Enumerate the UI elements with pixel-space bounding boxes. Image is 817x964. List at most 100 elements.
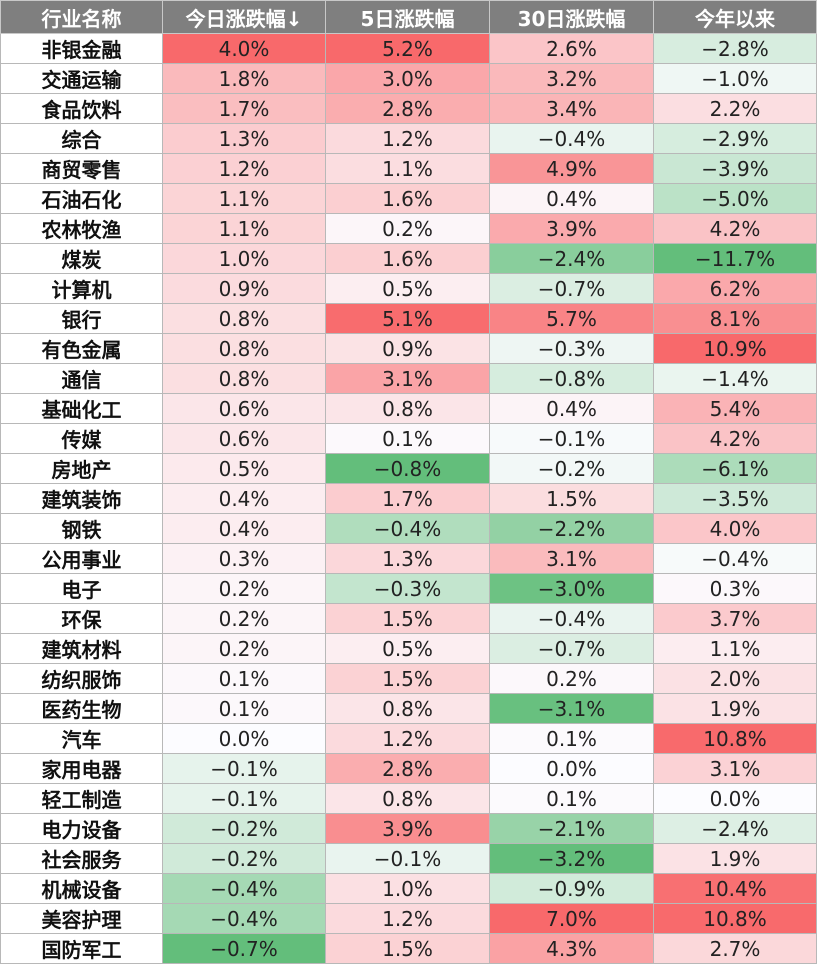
today-change-cell: 0.8% [162, 333, 326, 364]
industry-name-cell: 家用电器 [0, 753, 163, 784]
table-row: 农林牧渔 1.1% 0.2% 3.9% 4.2% [0, 213, 817, 244]
today-change-cell: 1.0% [162, 243, 326, 274]
header-5day-change[interactable]: 5日涨跌幅 [325, 0, 490, 34]
table-row: 食品饮料 1.7% 2.8% 3.4% 2.2% [0, 93, 817, 124]
5day-change-cell: −0.3% [325, 573, 490, 604]
table-row: 社会服务 −0.2% −0.1% −3.2% 1.9% [0, 843, 817, 874]
ytd-change-cell: −1.4% [653, 363, 817, 394]
30day-change-cell: −2.2% [489, 513, 654, 544]
table-row: 房地产 0.5% −0.8% −0.2% −6.1% [0, 453, 817, 484]
30day-change-cell: 0.0% [489, 753, 654, 784]
today-change-cell: 0.1% [162, 693, 326, 724]
ytd-change-cell: 1.9% [653, 843, 817, 874]
ytd-change-cell: 2.7% [653, 933, 817, 964]
30day-change-cell: 0.1% [489, 723, 654, 754]
30day-change-cell: 1.5% [489, 483, 654, 514]
industry-name-cell: 医药生物 [0, 693, 163, 724]
industry-name-cell: 综合 [0, 123, 163, 154]
header-today-change[interactable]: 今日涨跌幅↓ [162, 0, 326, 34]
table-row: 商贸零售 1.2% 1.1% 4.9% −3.9% [0, 153, 817, 184]
30day-change-cell: −0.4% [489, 123, 654, 154]
table-row: 机械设备 −0.4% 1.0% −0.9% 10.4% [0, 873, 817, 904]
ytd-change-cell: −3.9% [653, 153, 817, 184]
30day-change-cell: 0.1% [489, 783, 654, 814]
ytd-change-cell: 1.1% [653, 633, 817, 664]
ytd-change-cell: 0.3% [653, 573, 817, 604]
30day-change-cell: −2.4% [489, 243, 654, 274]
today-change-cell: 0.1% [162, 663, 326, 694]
ytd-change-cell: 5.4% [653, 393, 817, 424]
30day-change-cell: 3.1% [489, 543, 654, 574]
today-change-cell: −0.1% [162, 783, 326, 814]
ytd-change-cell: −11.7% [653, 243, 817, 274]
today-change-cell: 1.7% [162, 93, 326, 124]
table-row: 交通运输 1.8% 3.0% 3.2% −1.0% [0, 63, 817, 94]
table-body: 非银金融 4.0% 5.2% 2.6% −2.8% 交通运输 1.8% 3.0% 3.2% −1.… [0, 33, 817, 964]
30day-change-cell: 0.2% [489, 663, 654, 694]
ytd-change-cell: 10.8% [653, 723, 817, 754]
5day-change-cell: 1.7% [325, 483, 490, 514]
header-row: 行业名称 今日涨跌幅↓ 5日涨跌幅 30日涨跌幅 今年以来 [0, 0, 817, 34]
30day-change-cell: 5.7% [489, 303, 654, 334]
ytd-change-cell: 6.2% [653, 273, 817, 304]
5day-change-cell: 5.2% [325, 33, 490, 64]
today-change-cell: 0.2% [162, 633, 326, 664]
table-row: 非银金融 4.0% 5.2% 2.6% −2.8% [0, 33, 817, 64]
30day-change-cell: 4.3% [489, 933, 654, 964]
ytd-change-cell: −2.4% [653, 813, 817, 844]
today-change-cell: 0.5% [162, 453, 326, 484]
industry-name-cell: 传媒 [0, 423, 163, 454]
today-change-cell: 0.2% [162, 573, 326, 604]
table-row: 有色金属 0.8% 0.9% −0.3% 10.9% [0, 333, 817, 364]
30day-change-cell: −2.1% [489, 813, 654, 844]
5day-change-cell: 1.5% [325, 933, 490, 964]
today-change-cell: 0.8% [162, 303, 326, 334]
industry-name-cell: 电子 [0, 573, 163, 604]
ytd-change-cell: 3.1% [653, 753, 817, 784]
industry-name-cell: 轻工制造 [0, 783, 163, 814]
industry-name-cell: 银行 [0, 303, 163, 334]
5day-change-cell: 2.8% [325, 753, 490, 784]
ytd-change-cell: 2.0% [653, 663, 817, 694]
industry-name-cell: 房地产 [0, 453, 163, 484]
today-change-cell: 0.3% [162, 543, 326, 574]
table-row: 电力设备 −0.2% 3.9% −2.1% −2.4% [0, 813, 817, 844]
5day-change-cell: 0.5% [325, 633, 490, 664]
5day-change-cell: 1.2% [325, 903, 490, 934]
industry-name-cell: 煤炭 [0, 243, 163, 274]
header-industry-name: 行业名称 [0, 0, 163, 34]
today-change-cell: 4.0% [162, 33, 326, 64]
5day-change-cell: 0.9% [325, 333, 490, 364]
header-30day-change[interactable]: 30日涨跌幅 [489, 0, 654, 34]
30day-change-cell: 4.9% [489, 153, 654, 184]
industry-name-cell: 非银金融 [0, 33, 163, 64]
5day-change-cell: 5.1% [325, 303, 490, 334]
today-change-cell: 0.4% [162, 513, 326, 544]
industry-name-cell: 机械设备 [0, 873, 163, 904]
today-change-cell: −0.4% [162, 873, 326, 904]
30day-change-cell: −3.0% [489, 573, 654, 604]
table-row: 钢铁 0.4% −0.4% −2.2% 4.0% [0, 513, 817, 544]
30day-change-cell: 3.2% [489, 63, 654, 94]
today-change-cell: 0.6% [162, 393, 326, 424]
table-row: 美容护理 −0.4% 1.2% 7.0% 10.8% [0, 903, 817, 934]
5day-change-cell: −0.4% [325, 513, 490, 544]
table-row: 轻工制造 −0.1% 0.8% 0.1% 0.0% [0, 783, 817, 814]
industry-name-cell: 食品饮料 [0, 93, 163, 124]
ytd-change-cell: −2.8% [653, 33, 817, 64]
industry-name-cell: 石油石化 [0, 183, 163, 214]
5day-change-cell: 1.5% [325, 603, 490, 634]
industry-name-cell: 环保 [0, 603, 163, 634]
industry-name-cell: 通信 [0, 363, 163, 394]
table-row: 传媒 0.6% 0.1% −0.1% 4.2% [0, 423, 817, 454]
today-change-cell: 0.8% [162, 363, 326, 394]
30day-change-cell: 3.4% [489, 93, 654, 124]
industry-name-cell: 美容护理 [0, 903, 163, 934]
today-change-cell: 1.1% [162, 183, 326, 214]
ytd-change-cell: −2.9% [653, 123, 817, 154]
table-row: 国防军工 −0.7% 1.5% 4.3% 2.7% [0, 933, 817, 964]
ytd-change-cell: 10.9% [653, 333, 817, 364]
5day-change-cell: −0.1% [325, 843, 490, 874]
header-ytd-change[interactable]: 今年以来 [653, 0, 817, 34]
ytd-change-cell: 10.4% [653, 873, 817, 904]
